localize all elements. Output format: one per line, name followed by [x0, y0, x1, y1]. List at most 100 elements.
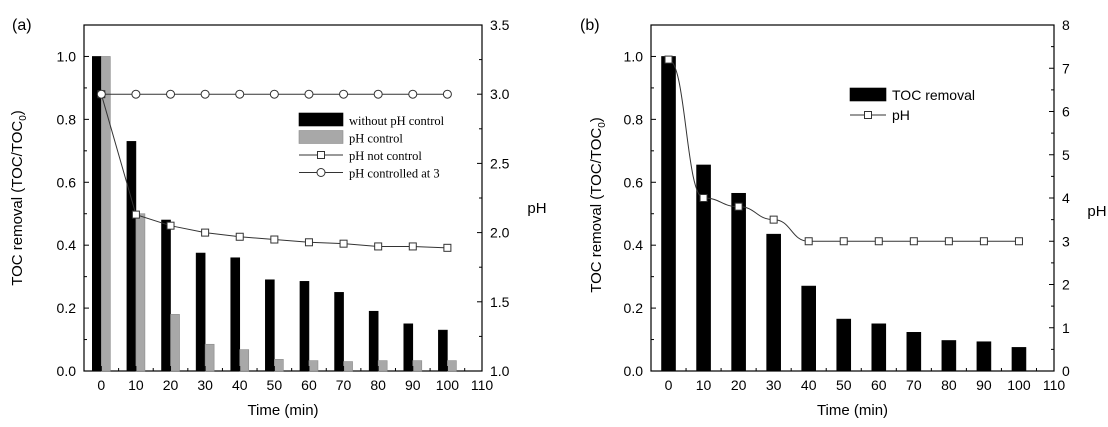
marker-circle: [166, 89, 176, 99]
marker-circle: [442, 89, 452, 99]
y-axis-label-close: ): [9, 110, 26, 115]
x-tick-label: 20: [731, 377, 747, 393]
legend-swatch: [298, 112, 344, 127]
legend-marker-square: [864, 111, 872, 119]
x-tick-label: 40: [801, 377, 817, 393]
bar-ph-control: [239, 349, 250, 372]
bar-ph-control: [343, 361, 353, 372]
bar-ph-control: [447, 360, 457, 372]
marker-square: [270, 235, 279, 244]
x-tick-label: 100: [1007, 377, 1031, 393]
legend-label: pH: [892, 107, 910, 123]
y-tick-label: 0.6: [624, 174, 644, 190]
bar-without-ph-control: [438, 329, 448, 372]
legend-swatch: [298, 130, 344, 144]
bar-without-ph-control: [126, 141, 137, 372]
y-axis-label-subscript: 0: [597, 122, 608, 128]
bar-without-ph-control: [92, 56, 102, 372]
marker-square: [304, 238, 313, 247]
y-axis-label-subscript: 0: [18, 115, 29, 121]
y-axis-label-close: ): [588, 117, 605, 122]
bar-ph-control: [135, 213, 146, 372]
marker-circle: [408, 89, 418, 99]
x-tick-label: 50: [267, 377, 283, 393]
legend-label: pH not control: [349, 149, 422, 163]
legend-label: pH controlled at 3: [349, 167, 440, 181]
x-tick-label: 110: [471, 377, 494, 393]
marker-square: [201, 228, 210, 237]
marker-circle: [304, 89, 314, 99]
x-tick-label: 60: [871, 377, 887, 393]
marker-square: [374, 242, 383, 251]
bar-toc-removal: [801, 285, 816, 372]
y2-axis-label: pH: [1087, 203, 1106, 220]
y-axis-label: TOC removal (TOC/TOC0): [9, 110, 29, 286]
x-tick-label: 30: [197, 377, 213, 393]
bar-without-ph-control: [334, 292, 344, 372]
marker-circle: [96, 89, 106, 99]
marker-square: [166, 221, 175, 230]
legend-marker-circle: [316, 168, 326, 177]
bar-ph-control: [170, 314, 180, 372]
y2-tick-label: 5: [1062, 147, 1070, 163]
bar-without-ph-control: [230, 257, 241, 372]
y-tick-label: 1.0: [624, 48, 644, 64]
x-tick-label: 20: [163, 377, 179, 393]
marker-square: [339, 239, 348, 248]
y-axis-label: TOC removal (TOC/TOC0): [588, 117, 608, 293]
legend-label: without pH control: [349, 114, 445, 128]
marker-circle: [131, 89, 141, 99]
marker-square: [664, 55, 673, 64]
marker-square: [408, 242, 417, 251]
bar-without-ph-control: [368, 310, 379, 372]
x-tick-label: 80: [370, 377, 386, 393]
y2-tick-label: 2: [1062, 277, 1070, 293]
x-tick-label: 30: [766, 377, 782, 393]
panel-label: (a): [12, 17, 32, 34]
y-tick-label: 0.8: [624, 111, 644, 127]
marker-square: [699, 194, 708, 202]
marker-square: [734, 202, 743, 211]
marker-square: [235, 232, 244, 241]
bar-without-ph-control: [195, 252, 206, 372]
marker-circle: [373, 89, 383, 99]
y-tick-label: 0.4: [624, 237, 644, 253]
marker-square: [804, 237, 813, 246]
x-tick-label: 90: [976, 377, 992, 393]
y2-tick-label: 8: [1062, 17, 1070, 33]
marker-circle: [339, 89, 349, 99]
marker-circle: [269, 89, 279, 99]
y2-tick-label: 3.0: [490, 86, 510, 102]
legend-label: pH control: [349, 132, 403, 146]
marker-square: [443, 243, 452, 252]
x-axis-label: Time (min): [817, 402, 888, 419]
x-tick-label: 0: [665, 377, 673, 393]
bar-toc-removal: [766, 233, 781, 372]
y-tick-label: 0.6: [57, 174, 77, 190]
y2-tick-label: 1.0: [490, 363, 510, 379]
x-tick-label: 70: [906, 377, 922, 393]
y-tick-label: 0.8: [57, 111, 77, 127]
y2-tick-label: 3.5: [490, 17, 510, 33]
y2-axis-label: pH: [527, 200, 546, 217]
plot-frame: [650, 24, 1055, 372]
bar-ph-control: [377, 360, 388, 372]
legend-label: TOC removal: [892, 87, 975, 103]
x-tick-label: 40: [232, 377, 248, 393]
marker-square: [944, 237, 953, 246]
marker-square: [1014, 237, 1023, 246]
marker-circle: [235, 89, 245, 99]
bar-toc-removal: [661, 56, 676, 372]
x-tick-label: 90: [405, 377, 421, 393]
bar-ph-control: [412, 360, 423, 372]
y-tick-label: 0.2: [624, 300, 644, 316]
bar-toc-removal: [871, 323, 887, 372]
marker-square: [769, 215, 778, 224]
marker-square: [909, 237, 918, 246]
bar-ph-control: [274, 359, 284, 372]
bar-without-ph-control: [161, 219, 171, 372]
x-tick-label: 100: [436, 377, 460, 393]
y-axis-label-main: TOC removal (TOC/TOC: [9, 121, 26, 286]
y-tick-label: 0.0: [57, 363, 77, 379]
